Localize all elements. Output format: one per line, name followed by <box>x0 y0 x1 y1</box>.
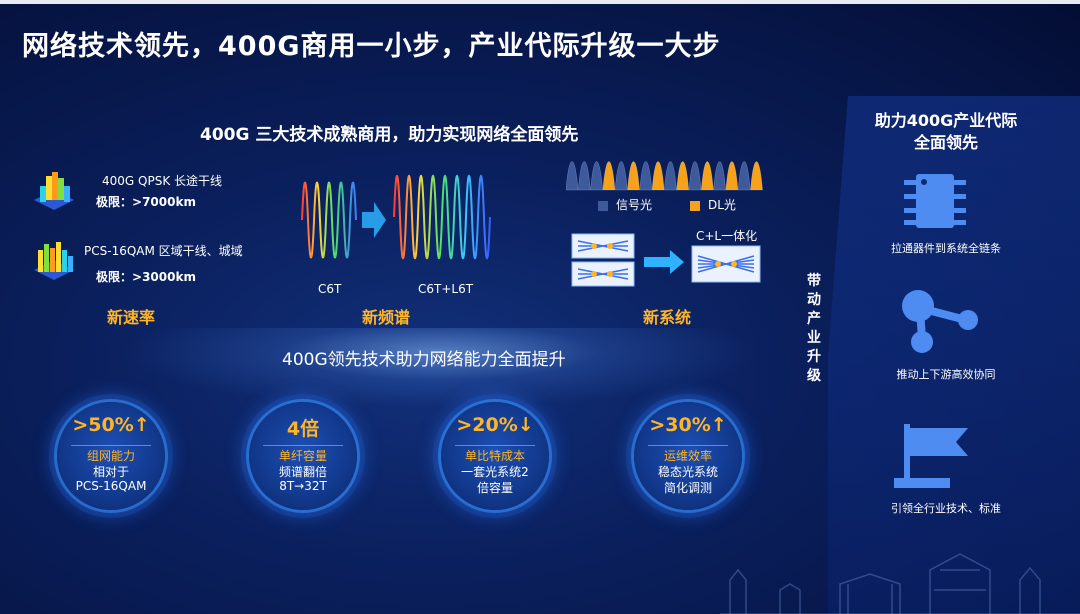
right-title-line1: 助力400G产业代际 <box>874 111 1018 130</box>
vertical-char: 级 <box>807 368 821 384</box>
dl-peak <box>602 161 616 191</box>
top-bar <box>0 0 1080 4</box>
stat-divider <box>455 445 535 446</box>
signal-peak <box>578 161 591 191</box>
dl-peak <box>750 161 763 191</box>
dl-peak <box>651 161 665 191</box>
pcs-spec-name: PCS-16QAM 区域干线、城域 <box>84 244 243 258</box>
stat-circle-cost: >20%↓ 单比特成本 一套光系统2 倍容量 <box>441 402 549 510</box>
new-system-label: 新系统 <box>643 308 692 327</box>
stat-value: >50%↑ <box>72 414 150 436</box>
stat-value: >30%↑ <box>649 414 727 436</box>
c6t-caption: C6T <box>318 282 342 296</box>
dl-peak <box>627 161 640 191</box>
vertical-char: 带 <box>807 273 821 289</box>
qpsk-limit-value: >7000km <box>132 195 196 209</box>
stat-divider <box>648 445 728 446</box>
legend-dl-swatch <box>690 200 700 211</box>
signal-peak <box>614 161 628 191</box>
vertical-char: 升 <box>807 349 821 365</box>
legend-dl: DL光 <box>690 196 736 213</box>
right-cap-collaboration: 推动上下游高效协同 <box>896 368 996 381</box>
stat-desc-line2: 8T→32T <box>279 479 327 493</box>
vertical-drive-upgrade-text: 带 动 产 业 升 级 <box>800 272 828 386</box>
stat-title: 单比特成本 <box>464 449 525 463</box>
stat-title: 运维效率 <box>663 449 712 463</box>
mid-statement: 400G领先技术助力网络能力全面提升 <box>282 350 566 370</box>
stat-circle-networking: >50%↑ 组网能力 相对于 PCS-16QAM <box>57 402 165 510</box>
new-rate-label: 新速率 <box>107 308 156 327</box>
stat-circle-capacity: 4倍 单纤容量 频谱翻倍 8T→32T <box>249 402 357 510</box>
c6t-l6t-caption: C6T+L6T <box>418 282 474 296</box>
signal-peak <box>639 161 653 191</box>
c-l-integration-caption: C+L一体化 <box>696 229 758 243</box>
legend-signal-swatch <box>598 200 608 211</box>
qpsk-spec-name: 400G QPSK 长途干线 <box>102 174 223 188</box>
pcs-spec-limit: 极限：>3000km <box>96 268 196 285</box>
right-cap-chain: 拉通器件到系统全链条 <box>891 242 1001 255</box>
right-cap-standards: 引领全行业技术、标准 <box>891 502 1001 515</box>
legend-dl-label: DL光 <box>708 198 736 212</box>
right-panel-title: 助力400G产业代际 全面领先 <box>846 110 1046 154</box>
stat-desc-line1: 相对于 <box>92 465 129 479</box>
vertical-char: 动 <box>807 292 821 308</box>
signal-peak <box>713 161 726 191</box>
stat-divider <box>71 445 151 446</box>
page-title: 网络技术领先，400G商用一小步，产业代际升级一大步 <box>22 31 721 62</box>
dl-peak <box>725 161 739 191</box>
pcs-limit-value: >3000km <box>132 270 196 284</box>
c6t-l6t-spectrum-waveform-icon <box>393 175 491 259</box>
qpsk-limit-label: 极限： <box>96 195 133 209</box>
legend-signal: 信号光 <box>598 196 652 213</box>
pcs-limit-label: 极限： <box>96 270 133 284</box>
stat-value: >20%↓ <box>456 414 534 436</box>
signal-peak <box>737 161 751 191</box>
stage-glow <box>120 328 760 408</box>
arrow-right-icon <box>644 250 684 274</box>
pcs16qam-3d-chart-icon <box>34 242 74 280</box>
flag-icon <box>894 424 968 488</box>
signal-peak <box>590 161 603 191</box>
vertical-char: 产 <box>807 311 821 327</box>
chip-icon <box>904 174 966 228</box>
stat-desc-line2: 倍容量 <box>476 481 513 495</box>
legend-signal-label: 信号光 <box>616 198 653 212</box>
stat-desc-line2: 简化调测 <box>663 481 712 495</box>
integrated-c-l-system-icon <box>691 245 761 283</box>
arrow-right-icon <box>362 202 386 238</box>
signal-peak <box>664 161 677 191</box>
stat-divider <box>263 445 343 446</box>
stat-desc-line1: 稳态光系统 <box>657 465 718 479</box>
signal-peak <box>566 161 579 191</box>
vertical-char: 业 <box>807 330 821 346</box>
network-nodes-icon <box>902 290 978 353</box>
c6t-spectrum-waveform-icon <box>301 181 357 259</box>
stat-value: 4倍 <box>286 418 320 440</box>
stat-desc-line2: PCS-16QAM <box>75 479 147 493</box>
right-title-line2: 全面领先 <box>913 133 978 152</box>
separate-c-l-system-icon <box>571 233 635 287</box>
qpsk-3d-chart-icon <box>34 172 74 210</box>
stat-desc-line1: 频谱翻倍 <box>278 465 327 479</box>
dl-peak <box>676 161 689 191</box>
signal-peak <box>688 161 702 191</box>
stat-title: 组网能力 <box>86 449 135 463</box>
section-subtitle: 400G 三大技术成熟商用，助力实现网络全面领先 <box>200 125 579 145</box>
signal-dl-spectrum-icon <box>566 161 763 191</box>
dl-peak <box>701 161 714 191</box>
stat-circle-om-efficiency: >30%↑ 运维效率 稳态光系统 简化调测 <box>634 402 742 510</box>
stat-title: 单纤容量 <box>278 449 327 463</box>
stat-desc-line1: 一套光系统2 <box>461 465 529 479</box>
qpsk-spec-limit: 极限：>7000km <box>96 193 196 210</box>
city-skyline-decoration <box>720 553 1080 614</box>
new-spectrum-label: 新频谱 <box>362 308 411 327</box>
